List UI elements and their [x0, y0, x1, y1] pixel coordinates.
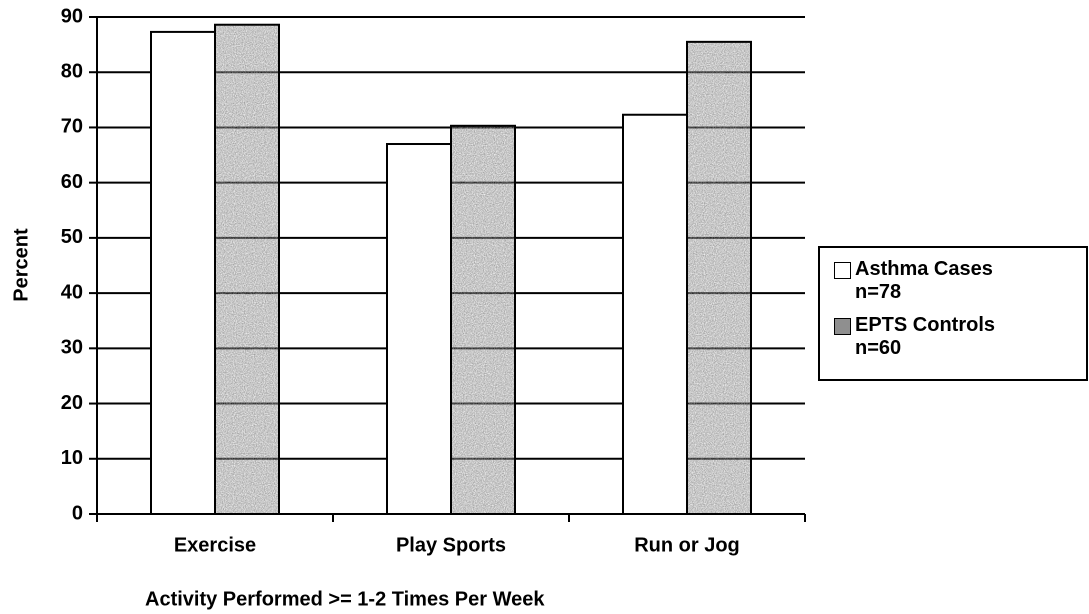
y-tick-label: 30 — [61, 337, 83, 359]
bar — [623, 114, 687, 514]
y-tick-label: 50 — [61, 226, 83, 248]
y-tick-label: 70 — [61, 116, 83, 138]
axes: 0 10 20 30 40 50 60 70 80 90 Exercise Play Sports Ru… — [61, 5, 806, 556]
x-tick-label: Play Sports — [396, 534, 506, 556]
y-tick-label: 0 — [72, 502, 83, 524]
x-tick-label: Exercise — [174, 534, 256, 556]
bar — [451, 125, 515, 514]
y-tick-label: 80 — [61, 61, 83, 83]
legend-swatch — [834, 262, 851, 279]
legend-swatch — [834, 318, 851, 335]
y-axis-title: Percent — [10, 228, 32, 302]
bar — [387, 144, 451, 514]
y-tick-label: 60 — [61, 171, 83, 193]
x-axis-title: Activity Performed >= 1-2 Times Per Week — [145, 588, 545, 610]
legend-label: Asthma Cases n=78 — [855, 258, 993, 303]
bar — [151, 31, 215, 514]
bar — [687, 41, 751, 514]
bar — [215, 24, 279, 515]
y-tick-label: 10 — [61, 447, 83, 469]
legend-item: EPTS Controls n=60 — [834, 314, 1044, 360]
bars — [150, 23, 752, 516]
legend: Asthma Cases n=78 EPTS Controls n=60 — [818, 246, 1088, 381]
y-tick-label: 40 — [61, 281, 83, 303]
y-tick-label: 90 — [61, 5, 83, 27]
x-tick-label: Run or Jog — [634, 534, 740, 556]
legend-label: EPTS Controls n=60 — [855, 314, 996, 359]
legend-item: Asthma Cases n=78 — [834, 258, 1044, 304]
y-tick-label: 20 — [61, 392, 83, 414]
